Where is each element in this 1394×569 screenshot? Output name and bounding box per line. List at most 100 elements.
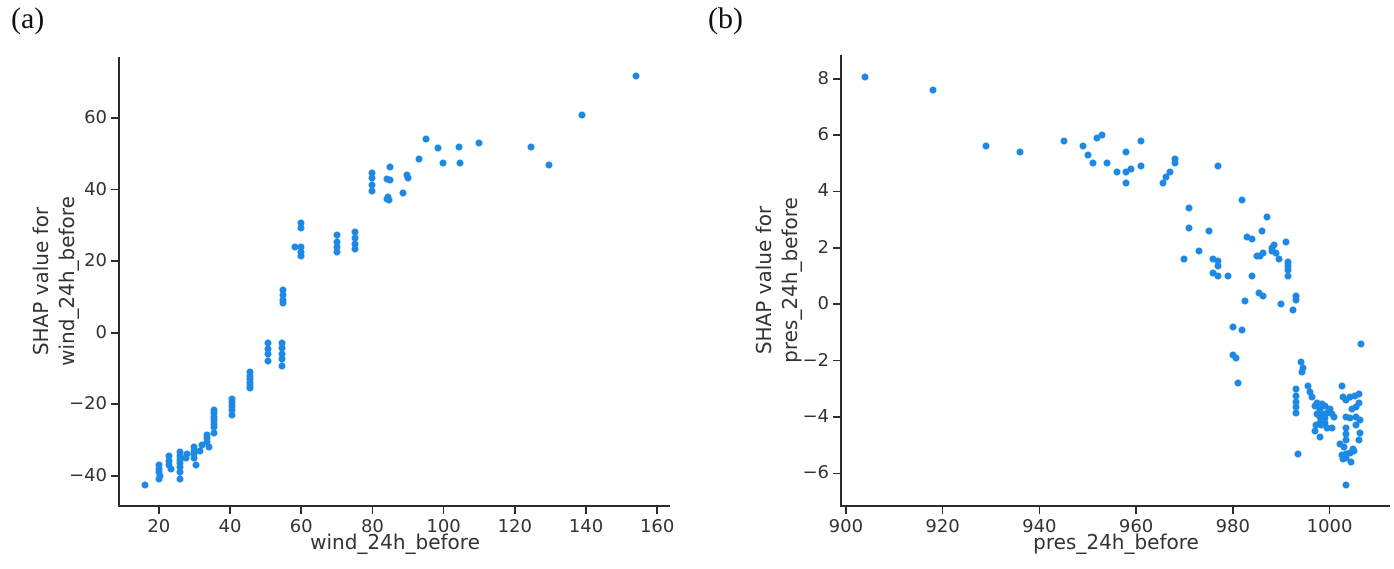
data-point bbox=[1127, 165, 1135, 173]
data-point bbox=[1238, 326, 1246, 334]
data-point bbox=[351, 245, 359, 253]
data-point bbox=[1311, 427, 1319, 435]
data-point bbox=[456, 159, 464, 167]
data-point bbox=[228, 398, 236, 406]
data-point bbox=[291, 243, 299, 251]
data-point bbox=[1346, 449, 1354, 457]
data-point bbox=[1122, 148, 1130, 156]
data-point bbox=[141, 481, 149, 489]
data-point bbox=[167, 465, 175, 473]
data-point bbox=[1214, 257, 1222, 265]
data-point bbox=[176, 459, 184, 467]
data-point bbox=[1195, 247, 1203, 255]
data-point bbox=[279, 286, 287, 294]
data-point bbox=[1284, 272, 1292, 280]
data-point bbox=[210, 413, 218, 421]
data-point bbox=[1292, 296, 1300, 304]
y-axis-tick bbox=[111, 188, 119, 191]
data-point bbox=[1282, 238, 1290, 246]
data-point bbox=[1272, 249, 1280, 257]
data-point bbox=[982, 142, 990, 150]
data-point bbox=[210, 409, 218, 417]
y-axis-tick bbox=[833, 416, 841, 418]
x-tick-label: 40 bbox=[218, 516, 242, 537]
data-point bbox=[297, 243, 305, 251]
data-point bbox=[210, 429, 218, 437]
panel-a: (a) SHAP value for wind_24h_before wind_… bbox=[11, 2, 674, 554]
y-tick-label: −6 bbox=[802, 462, 829, 484]
data-point bbox=[1229, 323, 1237, 331]
data-point bbox=[1103, 159, 1111, 167]
data-point bbox=[1347, 458, 1355, 466]
data-point bbox=[1338, 451, 1346, 459]
data-point bbox=[1232, 354, 1240, 362]
data-point bbox=[1275, 255, 1283, 263]
data-point bbox=[1355, 436, 1363, 444]
data-point bbox=[155, 475, 163, 483]
y-tick-label: −2 bbox=[802, 349, 829, 371]
x-axis-line bbox=[840, 505, 1390, 507]
y-tick-label: −20 bbox=[69, 393, 107, 415]
x-axis-tick bbox=[656, 506, 659, 514]
data-point bbox=[1356, 429, 1364, 437]
y-axis-tick bbox=[111, 260, 119, 262]
data-point bbox=[434, 144, 442, 152]
data-point bbox=[1299, 364, 1307, 372]
data-point bbox=[155, 468, 163, 476]
data-point bbox=[386, 163, 394, 171]
data-point bbox=[1346, 414, 1354, 422]
data-point bbox=[1350, 447, 1358, 455]
data-point bbox=[1312, 421, 1320, 429]
data-point bbox=[1342, 481, 1350, 489]
data-point bbox=[1089, 159, 1097, 167]
data-point bbox=[1318, 410, 1326, 418]
data-point bbox=[415, 155, 423, 163]
data-point bbox=[1137, 137, 1145, 145]
data-point bbox=[385, 196, 393, 204]
x-axis-tick bbox=[585, 506, 587, 514]
data-point bbox=[210, 420, 218, 428]
data-point bbox=[632, 72, 640, 80]
data-point bbox=[1304, 382, 1312, 390]
x-tick-label: 940 bbox=[1022, 516, 1057, 537]
data-point bbox=[1292, 409, 1300, 417]
data-point bbox=[1355, 399, 1363, 407]
data-point bbox=[333, 238, 341, 246]
data-point bbox=[1348, 405, 1356, 413]
data-point bbox=[190, 450, 198, 458]
data-point bbox=[246, 384, 254, 392]
data-point bbox=[1162, 173, 1170, 181]
x-axis-tick bbox=[1328, 506, 1331, 514]
data-point bbox=[1214, 262, 1222, 270]
data-point bbox=[1297, 358, 1305, 366]
panel-b: (b) SHAP value for pres_24h_before pres_… bbox=[697, 0, 1394, 569]
data-point bbox=[1238, 196, 1246, 204]
x-axis-tick bbox=[1038, 506, 1041, 514]
data-point bbox=[1259, 249, 1267, 257]
data-point bbox=[264, 339, 272, 347]
y-axis-tick bbox=[111, 474, 119, 477]
data-point bbox=[278, 355, 286, 363]
panel-a-plot-area: 20 40 60 80 100 120 140 160 −40 −20 0 20 40 60 bbox=[69, 57, 674, 537]
data-point bbox=[1258, 227, 1266, 235]
x-axis-tick bbox=[845, 506, 847, 514]
data-point bbox=[475, 139, 483, 147]
data-point bbox=[1263, 213, 1271, 221]
data-point bbox=[176, 468, 184, 476]
data-point bbox=[333, 243, 341, 251]
data-point bbox=[383, 175, 391, 183]
data-point bbox=[333, 248, 341, 256]
data-point bbox=[1352, 421, 1360, 429]
data-point bbox=[1180, 255, 1188, 263]
data-point bbox=[1060, 137, 1068, 145]
data-point bbox=[1270, 241, 1278, 249]
data-point bbox=[203, 431, 211, 439]
x-axis-tick bbox=[941, 506, 944, 514]
data-point bbox=[246, 368, 254, 376]
data-point bbox=[368, 181, 376, 189]
data-point bbox=[228, 411, 236, 419]
data-point bbox=[1084, 151, 1092, 159]
data-point bbox=[1185, 204, 1193, 212]
data-point bbox=[527, 143, 535, 151]
y-tick-label: 40 bbox=[84, 178, 107, 200]
